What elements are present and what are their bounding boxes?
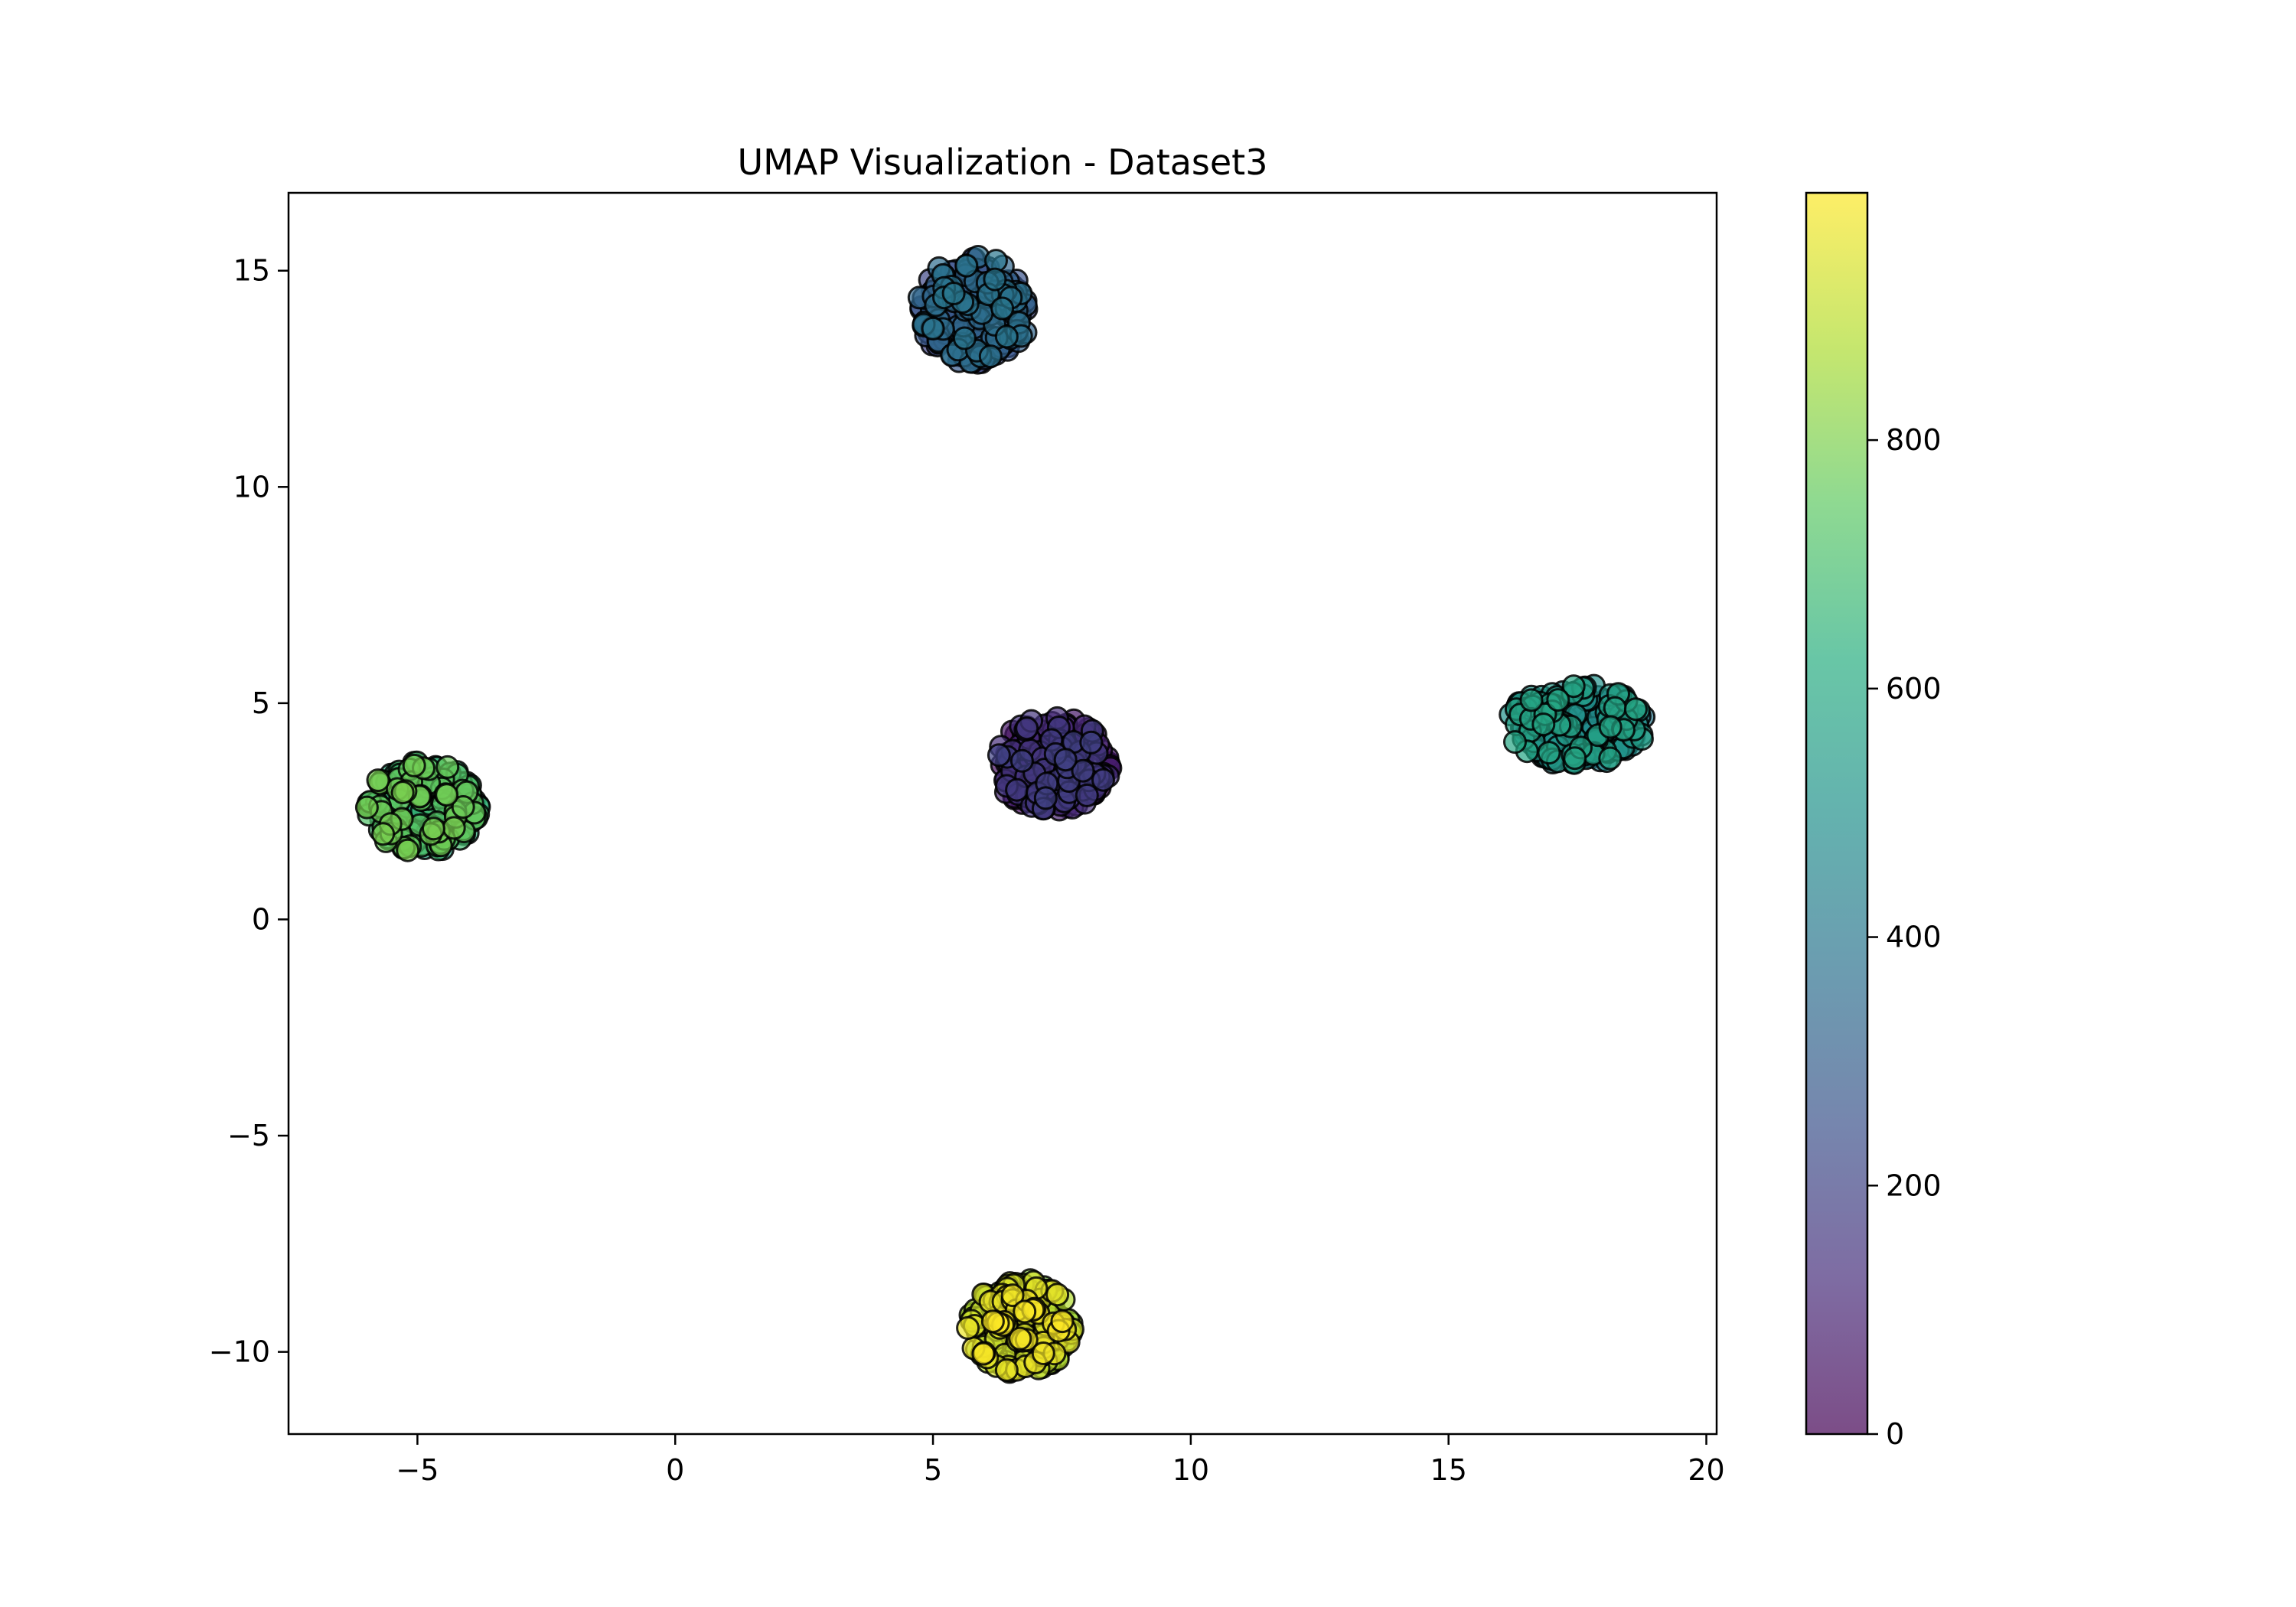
scatter-point [442, 816, 466, 840]
scatter-point [371, 822, 396, 846]
scatter-point [435, 783, 459, 807]
scatter-point [1623, 697, 1648, 722]
scatter-point [994, 1358, 1019, 1382]
colorbar-tick-label: 200 [1886, 1169, 1942, 1202]
scatter-point [983, 267, 1007, 292]
scatter-point [1563, 746, 1587, 771]
y-tick-label: 0 [252, 902, 270, 936]
scatter-point [1519, 688, 1544, 712]
colorbar [1806, 193, 1867, 1434]
colorbar-tick-label: 400 [1886, 921, 1942, 954]
scatter-point [1015, 716, 1039, 741]
scatter-point [952, 326, 977, 350]
scatter-point [921, 316, 945, 341]
scatter-point [980, 1309, 1005, 1334]
scatter-point [987, 743, 1011, 768]
x-tick-label: 10 [1172, 1453, 1209, 1487]
scatter-points [354, 245, 1656, 1384]
scatter-point [1053, 748, 1078, 772]
scatter-point [1537, 741, 1561, 765]
scatter-point [994, 324, 1019, 349]
colorbar-tick-label: 600 [1886, 672, 1942, 706]
scatter-point [402, 753, 426, 777]
scatter-point [422, 817, 445, 841]
y-tick-label: −10 [209, 1335, 270, 1369]
scatter-point [1598, 746, 1623, 771]
scatter-point [1005, 777, 1029, 802]
scatter-point [990, 296, 1015, 321]
scatter-point [354, 795, 379, 820]
scatter-point [1071, 758, 1095, 783]
scatter-point [1079, 730, 1104, 755]
colorbar-tick-label: 0 [1886, 1417, 1904, 1451]
y-axis: −10 −5 0 5 10 15 [209, 254, 289, 1369]
scatter-point [954, 253, 979, 278]
scatter-point [941, 282, 966, 305]
colorbar-tick-label: 800 [1886, 423, 1942, 457]
scatter-point [1045, 1283, 1070, 1307]
scatter-point [971, 1341, 996, 1366]
y-tick-label: 5 [252, 686, 270, 720]
colorbar-frame [1805, 191, 1869, 1436]
x-tick-label: 0 [666, 1453, 684, 1487]
scatter-point [1031, 1341, 1055, 1365]
scatter-point [390, 781, 415, 805]
scatter-point [1013, 1299, 1037, 1324]
x-axis: −5 0 5 10 15 20 [396, 1434, 1725, 1487]
scatter-point [1091, 768, 1115, 792]
y-tick-label: 10 [233, 470, 270, 504]
x-tick-label: 15 [1430, 1453, 1467, 1487]
scatter-point [1009, 748, 1034, 773]
scatter-point [451, 795, 475, 819]
y-tick-label: 15 [233, 254, 270, 288]
x-tick-label: −5 [396, 1453, 439, 1487]
y-tick-label: −5 [227, 1119, 270, 1152]
colorbar-axis: 0 200 400 600 800 [1867, 423, 1942, 1451]
scatter-point [956, 1315, 980, 1340]
plot-area-frame [287, 191, 1718, 1436]
scatter-point [1000, 1283, 1025, 1308]
scatter-point [1598, 715, 1623, 739]
chart-title: UMAP Visualization - Dataset3 [738, 142, 1268, 183]
scatter-point [1075, 783, 1099, 807]
scatter-point [1531, 712, 1556, 737]
scatter-point [1561, 674, 1586, 699]
scatter-point [1546, 688, 1570, 712]
scatter-point [396, 838, 420, 862]
scatter-point [1033, 786, 1058, 810]
scatter-point [1008, 1326, 1032, 1351]
x-tick-label: 5 [924, 1453, 942, 1487]
scatter-point [1503, 730, 1527, 755]
scatter-point [366, 768, 390, 793]
x-tick-label: 20 [1688, 1453, 1724, 1487]
scatter-point [1050, 1309, 1075, 1334]
scatter-point [978, 344, 1003, 369]
scatter-point [435, 755, 460, 779]
